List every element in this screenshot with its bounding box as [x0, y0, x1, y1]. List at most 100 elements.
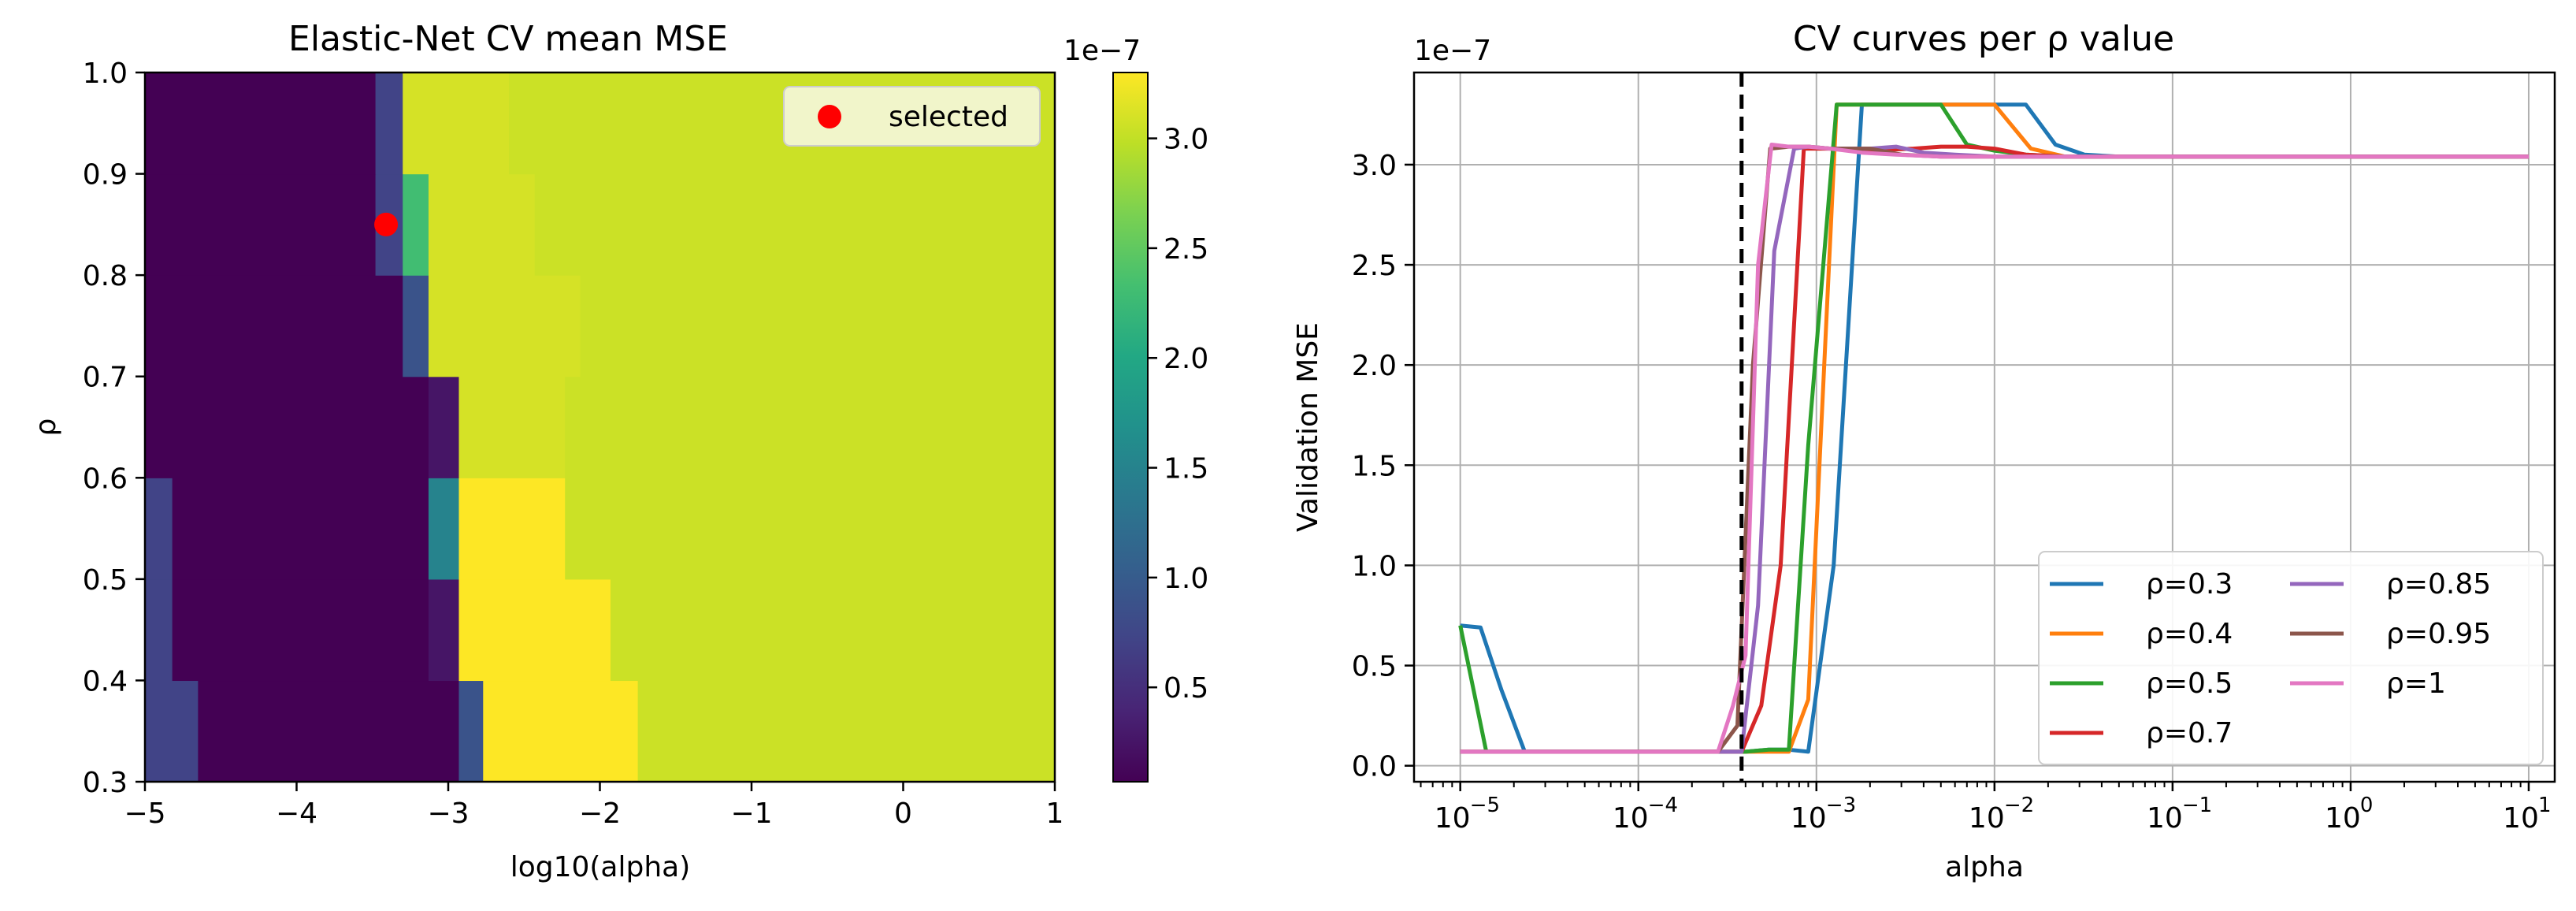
- heatmap-y-label: ρ: [30, 418, 62, 437]
- line-title: CV curves per ρ value: [1793, 19, 2174, 59]
- heatmap-cell: [145, 376, 429, 478]
- heatmap-cells: [145, 73, 1056, 783]
- heatmap-panel: Elastic-Net CV mean MSE −5 −4 −3 −2 −1 0 1 0.3…: [30, 19, 1208, 883]
- series-line: [1460, 143, 2529, 754]
- heatmap-cell: [580, 275, 1056, 377]
- heatmap-cell: [172, 478, 429, 580]
- y-tick-label: 2.0: [1352, 350, 1397, 382]
- heatmap-y-ticks: 0.3 0.4 0.5 0.6 0.7 0.8 0.9 1.0: [83, 58, 145, 799]
- heatmap-cell: [428, 376, 460, 478]
- x-tick-exponent: −2: [2004, 794, 2034, 817]
- x-tick-exponent: −4: [1648, 794, 1678, 817]
- heatmap-cell: [458, 478, 566, 580]
- heatmap-cell: [458, 376, 566, 478]
- heatmap-cell: [428, 578, 460, 682]
- line-legend-box: [2038, 551, 2544, 765]
- colorbar-tick-label: 3.0: [1164, 124, 1208, 156]
- line-x-label: alpha: [1945, 851, 2024, 883]
- x-tick-label: −2: [579, 798, 621, 830]
- y-tick-label: 1.0: [1352, 550, 1397, 582]
- legend-label: ρ=1: [2386, 667, 2446, 700]
- y-tick-label: 2.5: [1352, 250, 1397, 282]
- heatmap-cell: [403, 73, 510, 175]
- heatmap-x-label: log10(alpha): [510, 851, 691, 883]
- x-tick-exponent: 0: [2360, 794, 2374, 817]
- heatmap-cell: [610, 578, 1056, 682]
- heatmap-title: Elastic-Net CV mean MSE: [288, 19, 728, 59]
- y-tick-label: 0.7: [83, 362, 128, 394]
- heatmap-cell: [145, 578, 173, 682]
- heatmap-cell: [483, 680, 639, 783]
- colorbar-tick-label: 2.5: [1164, 233, 1208, 266]
- x-tick-exponent: −3: [1826, 794, 1856, 817]
- x-tick-label: −5: [124, 798, 165, 830]
- x-tick-label: 1: [1046, 798, 1064, 830]
- legend-selected-marker: [818, 105, 841, 128]
- heatmap-cell: [198, 680, 460, 783]
- line-series: [1458, 102, 2529, 754]
- y-tick-label: 0.5: [83, 564, 128, 597]
- heatmap-cell: [145, 73, 377, 175]
- heatmap-legend-box: [783, 86, 1041, 147]
- colorbar: 0.5 1.0 1.5 2.0 2.5 3.0 1e−7: [1063, 35, 1208, 783]
- heatmap-cell: [565, 478, 1056, 580]
- x-tick-exponent: −5: [1470, 794, 1500, 817]
- legend-label: ρ=0.3: [2146, 568, 2233, 601]
- heatmap-cell: [145, 173, 377, 276]
- heatmap-x-ticks: −5 −4 −3 −2 −1 0 1: [124, 782, 1063, 830]
- legend-label: ρ=0.7: [2146, 717, 2233, 749]
- y-tick-label: 0.5: [1352, 651, 1397, 683]
- y-tick-label: 0.0: [1352, 751, 1397, 783]
- x-tick-label: 10: [1969, 802, 2005, 835]
- colorbar-tick-label: 1.0: [1164, 563, 1208, 595]
- heatmap-legend: selected: [783, 86, 1041, 147]
- colorbar-ticks: 0.5 1.0 1.5 2.0 2.5 3.0: [1148, 124, 1208, 705]
- heatmap-cell: [565, 376, 1056, 478]
- line-panel: CV curves per ρ value 10 −5 10 −4 10 −3 10 −2 10…: [1292, 19, 2556, 883]
- colorbar-tick-label: 1.5: [1164, 453, 1208, 485]
- x-tick-exponent: −1: [2182, 794, 2212, 817]
- line-legend: ρ=0.3 ρ=0.4 ρ=0.5 ρ=0.7 ρ=0.85 ρ=0.95 ρ=1: [2038, 551, 2544, 765]
- y-tick-label: 0.4: [83, 665, 128, 697]
- heatmap-cell: [172, 578, 429, 682]
- heatmap-cell: [145, 275, 403, 377]
- legend-label: ρ=0.85: [2386, 568, 2491, 601]
- colorbar-tick-label: 2.0: [1164, 343, 1208, 375]
- x-tick-label: 10: [2147, 802, 2183, 835]
- selected-point-marker: [374, 212, 399, 236]
- heatmap-cell: [458, 578, 611, 682]
- legend-label: ρ=0.95: [2386, 618, 2491, 650]
- x-tick-label: 0: [894, 798, 912, 830]
- heatmap-cell: [403, 173, 429, 276]
- heatmap-cell: [375, 73, 403, 175]
- x-tick-label: −1: [730, 798, 772, 830]
- heatmap-cell: [145, 478, 173, 580]
- x-tick-label: −4: [276, 798, 317, 830]
- heatmap-cell: [637, 680, 1056, 783]
- x-tick-label: −3: [427, 798, 469, 830]
- y-tick-label: 0.6: [83, 463, 128, 495]
- line-x-ticks: 10 −5 10 −4 10 −3 10 −2 10 −1 10 0 10 1: [1420, 782, 2552, 835]
- y-tick-label: 0.9: [83, 159, 128, 191]
- heatmap-cell: [534, 173, 1056, 276]
- x-tick-label: 10: [2503, 802, 2539, 835]
- x-tick-label: 10: [1613, 802, 1649, 835]
- heatmap-cell: [458, 680, 484, 783]
- line-frame: [1412, 71, 2556, 783]
- colorbar-gradient: [1112, 72, 1149, 783]
- y-tick-label: 0.3: [83, 767, 128, 799]
- y-tick-label: 1.0: [83, 58, 128, 90]
- line-y-ticks: 0.0 0.5 1.0 1.5 2.0 2.5 3.0: [1352, 150, 1414, 783]
- heatmap-cell: [145, 680, 199, 783]
- x-tick-label: 10: [1791, 802, 1827, 835]
- colorbar-offset-text: 1e−7: [1063, 35, 1141, 67]
- legend-label: ρ=0.4: [2146, 618, 2233, 650]
- x-tick-exponent: 1: [2538, 794, 2552, 817]
- heatmap-cell: [428, 173, 536, 276]
- heatmap-cell: [403, 275, 429, 377]
- x-tick-label: 10: [2325, 802, 2361, 835]
- line-offset-text: 1e−7: [1414, 35, 1491, 67]
- colorbar-tick-label: 0.5: [1164, 672, 1208, 705]
- x-tick-label: 10: [1435, 802, 1471, 835]
- y-tick-label: 1.5: [1352, 450, 1397, 482]
